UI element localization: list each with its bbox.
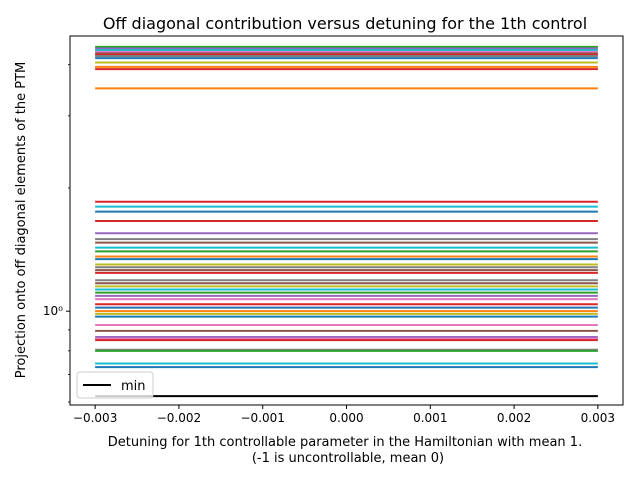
x-tick-label-1: −0.003	[73, 411, 117, 425]
x-tick-label-7: 0.003	[581, 411, 615, 425]
x-tick-label-4: 0.000	[329, 411, 363, 425]
tick-layer: −0.003 −0.002 −0.001 0.000 0.001 0.002 0.003 10…	[43, 64, 615, 425]
chart-title: Off diagonal contribution versus detunin…	[103, 14, 587, 33]
x-tick-label-5: 0.001	[413, 411, 447, 425]
legend: min	[76, 371, 154, 399]
plot-frame	[69, 35, 624, 406]
legend-min-label: min	[121, 379, 146, 394]
y-axis-label: Projection onto off diagonal elements of…	[14, 62, 29, 378]
x-tick-label-6: 0.002	[497, 411, 531, 425]
x-tick-label-2: −0.002	[157, 411, 201, 425]
x-tick-label-3: −0.001	[241, 411, 285, 425]
x-axis-label-line1: Detuning for 1th controllable parameter …	[108, 435, 582, 450]
series-layer	[95, 45, 598, 398]
x-axis-label-line2: (-1 is uncontrollable, mean 0)	[252, 451, 444, 466]
legend-box	[76, 371, 154, 399]
y-tick-label-1: 10⁰	[43, 304, 63, 318]
